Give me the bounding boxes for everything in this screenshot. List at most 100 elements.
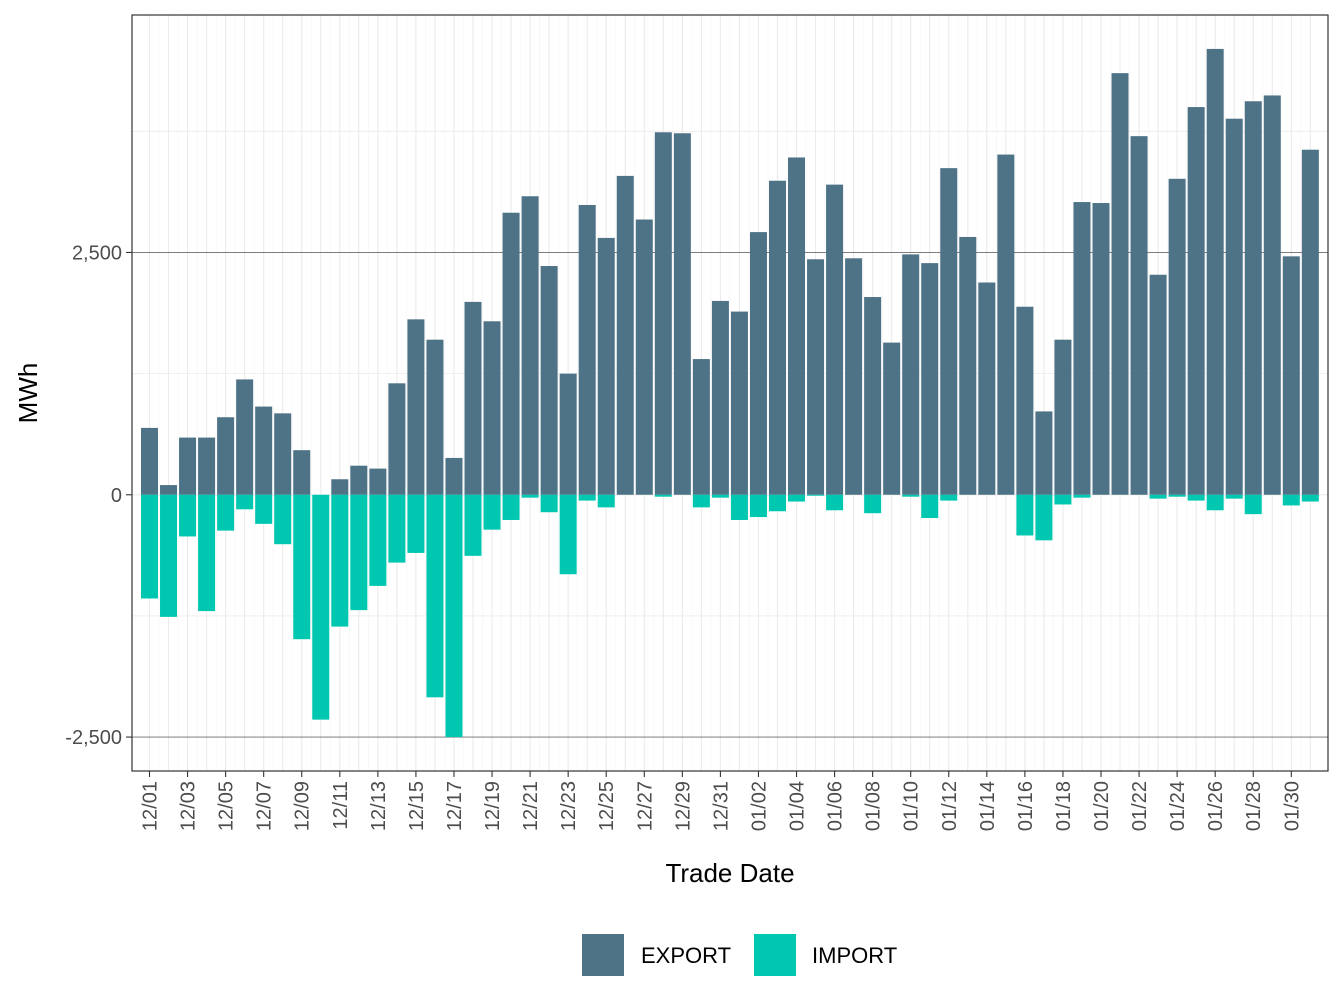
import-bar [807,494,825,496]
import-bar [293,494,311,640]
export-bar [559,373,577,495]
import-bar [1035,494,1053,541]
import-bar [1282,494,1300,506]
export-bar [521,196,539,495]
import-bar [540,494,558,513]
export-bar [692,359,710,495]
x-tick-label: 12/17 [444,781,466,831]
import-bars [141,494,1319,738]
export-bar [1244,101,1262,495]
import-bar [864,494,882,514]
export-bar [788,157,806,495]
export-bar [1149,274,1167,495]
x-tick-label: 01/30 [1281,781,1303,831]
export-bar [179,437,197,495]
x-tick-label: 12/25 [596,781,618,831]
import-bar [1301,494,1319,502]
export-bar [293,450,311,495]
minor-gridlines [132,15,1328,771]
export-bar [1054,339,1072,495]
export-bar [388,383,406,495]
import-bar [559,494,577,575]
export-bar [236,379,254,495]
export-bar [807,259,825,495]
import-bar [921,494,939,519]
import-bar [464,494,482,556]
x-tick-label: 12/13 [368,781,390,831]
import-bar [274,494,292,545]
export-bar [1130,136,1148,495]
plot-border [131,14,1329,772]
export-bar [749,232,767,495]
x-tick-label: 12/05 [216,781,238,831]
x-tick-label: 01/14 [977,781,999,831]
export-bar [160,485,178,495]
x-tick-label: 01/24 [1167,781,1189,831]
import-bar [902,494,920,497]
export-bar [635,219,653,495]
import-bar [350,494,368,611]
export-bar [540,266,558,495]
import-bar [1206,494,1224,511]
import-bar [483,494,501,530]
export-bar [845,258,863,495]
export-bar [1111,73,1129,495]
export-bar [198,437,216,495]
export-bar [255,406,273,495]
x-tick-label: 12/29 [672,781,694,831]
export-bar [1225,118,1243,495]
x-tick-label: 12/11 [330,781,352,830]
export-bar [711,300,729,495]
x-tick-label: 12/03 [178,781,200,831]
export-bar [959,236,977,495]
export-bar [445,457,463,495]
export-bar [864,297,882,495]
export-bar [768,180,786,495]
import-bar [445,494,463,738]
import-bar [331,494,349,627]
import-bar [217,494,235,531]
import-bar [407,494,425,553]
import-bar [578,494,596,501]
export-bar [654,132,672,495]
y-tick-label: -2,500 [65,727,122,749]
export-bar [141,427,158,495]
x-axis-title: Trade Date [665,858,794,888]
export-bar [464,301,482,495]
x-tick-label: 01/16 [1015,781,1037,831]
export-bar [1206,48,1224,495]
export-bar [217,417,235,495]
import-bar [654,494,672,497]
x-tick-label: 01/28 [1243,781,1265,831]
import-bar [711,494,729,498]
legend: EXPORT IMPORT [582,934,897,976]
y-tick-label: 2,500 [72,242,122,264]
export-bar [940,168,958,495]
export-bar [826,184,844,495]
x-tick-label: 01/12 [939,781,961,831]
import-bar [1149,494,1167,499]
export-bar [616,175,634,495]
export-bar [997,154,1015,495]
export-bar [483,321,501,495]
x-tick-label: 01/10 [901,781,923,831]
export-bar [407,319,425,495]
export-bar [1301,149,1319,495]
import-bar [730,494,748,520]
export-bar [1092,203,1110,495]
import-bar [692,494,710,508]
import-bar [179,494,197,537]
import-bar [788,494,806,502]
x-tick-label: 12/15 [406,781,428,831]
export-bar [730,311,748,495]
import-bar [1073,494,1091,498]
export-bar [597,237,615,495]
x-axis: 12/01 12/03 12/05 12/07 12/09 12/11 12/13 12/15… [140,771,1303,831]
x-tick-label: 12/19 [482,781,504,831]
import-bar [198,494,216,612]
import-bar [940,494,958,501]
export-bar [350,465,368,495]
legend-label-import: IMPORT [812,943,897,968]
x-tick-label: 01/20 [1091,781,1113,831]
